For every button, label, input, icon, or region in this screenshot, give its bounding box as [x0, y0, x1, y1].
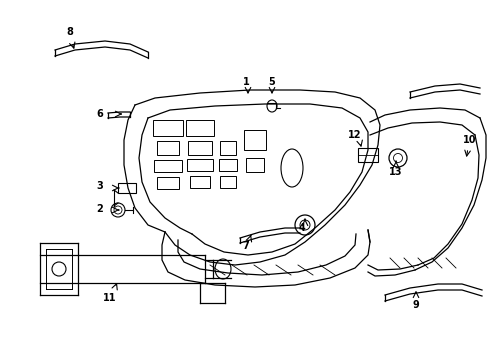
Text: 2: 2 — [97, 204, 103, 214]
Text: 11: 11 — [103, 293, 117, 303]
Bar — [185, 120, 214, 136]
Bar — [220, 141, 236, 155]
Bar — [220, 176, 236, 188]
Bar — [154, 160, 182, 172]
Bar — [186, 159, 213, 171]
Text: 8: 8 — [66, 27, 73, 37]
Text: 13: 13 — [388, 167, 402, 177]
Bar — [157, 141, 179, 155]
Text: 6: 6 — [97, 109, 103, 119]
Text: 9: 9 — [412, 300, 419, 310]
Bar — [219, 159, 237, 171]
Text: 1: 1 — [242, 77, 249, 87]
Bar — [245, 158, 264, 172]
Bar — [118, 183, 136, 193]
Bar — [357, 148, 377, 162]
Bar — [190, 176, 209, 188]
Text: 10: 10 — [462, 135, 476, 145]
Bar — [153, 120, 183, 136]
Text: 7: 7 — [242, 241, 249, 251]
Bar — [244, 130, 265, 150]
Bar — [157, 177, 179, 189]
Bar — [187, 141, 212, 155]
Text: 12: 12 — [347, 130, 361, 140]
Text: 4: 4 — [298, 223, 305, 233]
Text: 5: 5 — [268, 77, 275, 87]
Text: 3: 3 — [97, 181, 103, 191]
